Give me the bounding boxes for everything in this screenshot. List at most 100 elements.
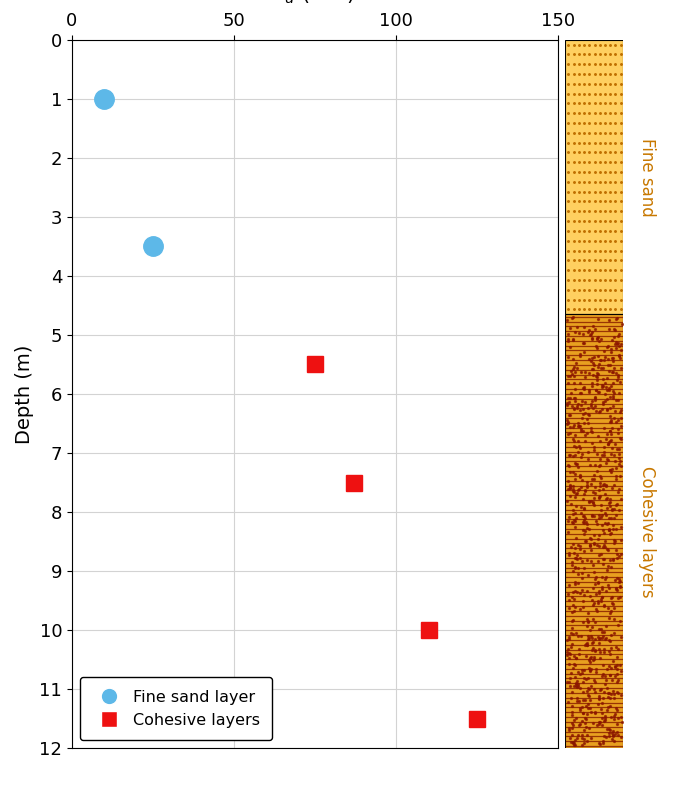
Point — [573, 577, 584, 589]
Point — [614, 575, 625, 588]
Point — [582, 682, 593, 695]
Point — [611, 470, 622, 482]
Point — [597, 396, 608, 409]
Point — [568, 450, 579, 463]
Point — [589, 653, 600, 665]
Point — [599, 478, 610, 490]
Point — [585, 540, 596, 553]
Point — [616, 665, 627, 678]
Point — [610, 366, 621, 379]
Point — [612, 572, 623, 584]
Point — [565, 692, 576, 705]
Point — [580, 512, 591, 524]
Point — [614, 579, 625, 592]
Point — [568, 662, 579, 675]
Point — [578, 588, 589, 601]
Point — [590, 340, 601, 352]
Point — [603, 690, 614, 703]
Point — [604, 425, 615, 437]
Point — [585, 533, 596, 546]
Point — [608, 554, 619, 567]
Point — [575, 470, 586, 483]
Point — [612, 547, 623, 560]
Point — [596, 333, 607, 345]
Point — [604, 435, 615, 447]
Point — [613, 573, 624, 585]
Point — [575, 543, 586, 555]
Point — [599, 633, 610, 645]
Point — [595, 354, 606, 367]
Point — [563, 515, 574, 527]
Point — [594, 406, 605, 418]
Point — [590, 603, 601, 615]
Point — [603, 497, 614, 510]
Point — [604, 527, 615, 540]
Point — [588, 683, 599, 695]
Point — [588, 350, 599, 363]
Point — [577, 412, 588, 425]
Point — [610, 535, 621, 547]
Point — [567, 367, 578, 380]
Point — [614, 327, 625, 340]
Point — [568, 508, 579, 520]
Point — [588, 498, 599, 511]
Point — [597, 659, 608, 672]
Point — [600, 388, 611, 401]
Point — [590, 486, 601, 499]
Point — [582, 729, 593, 741]
Point — [608, 533, 619, 546]
X-axis label: $s_u$ (kPa): $s_u$ (kPa) — [275, 0, 356, 6]
Point — [603, 729, 614, 742]
Point — [590, 405, 601, 417]
Point — [596, 498, 607, 511]
Point — [572, 695, 583, 707]
Point — [569, 670, 580, 683]
Point — [612, 329, 623, 342]
Point — [585, 544, 596, 557]
Point — [591, 383, 602, 396]
Point — [612, 704, 623, 717]
Point — [564, 579, 575, 592]
Point — [597, 558, 608, 570]
Point — [571, 441, 582, 454]
Point — [588, 596, 599, 609]
Point — [595, 452, 606, 465]
Point — [595, 593, 606, 606]
Point — [586, 680, 597, 692]
Point — [594, 691, 605, 704]
Point — [587, 497, 598, 510]
Point — [590, 370, 601, 383]
Point — [604, 634, 615, 647]
Point — [601, 722, 612, 735]
Point — [582, 689, 593, 702]
Point — [590, 392, 601, 405]
Point — [566, 722, 577, 734]
Point — [562, 494, 573, 507]
Point — [594, 357, 605, 370]
Point — [607, 504, 618, 516]
Point — [563, 409, 574, 421]
Point — [611, 508, 622, 521]
Point — [564, 732, 575, 744]
Point — [577, 408, 588, 421]
Point — [575, 399, 586, 412]
Point — [612, 662, 623, 675]
Point — [590, 615, 601, 628]
Point — [596, 504, 607, 516]
Point — [584, 702, 595, 714]
Point — [570, 542, 581, 554]
Point — [571, 322, 582, 334]
Point — [586, 621, 597, 634]
Point — [594, 586, 605, 599]
Point — [595, 683, 606, 695]
Point — [615, 581, 626, 594]
Point — [608, 385, 619, 398]
Point — [599, 445, 610, 458]
Point — [562, 376, 573, 389]
Point — [606, 414, 616, 427]
Point — [603, 601, 614, 614]
Point — [599, 517, 610, 530]
Point — [612, 729, 623, 742]
Point — [579, 502, 590, 515]
Point — [569, 546, 580, 559]
